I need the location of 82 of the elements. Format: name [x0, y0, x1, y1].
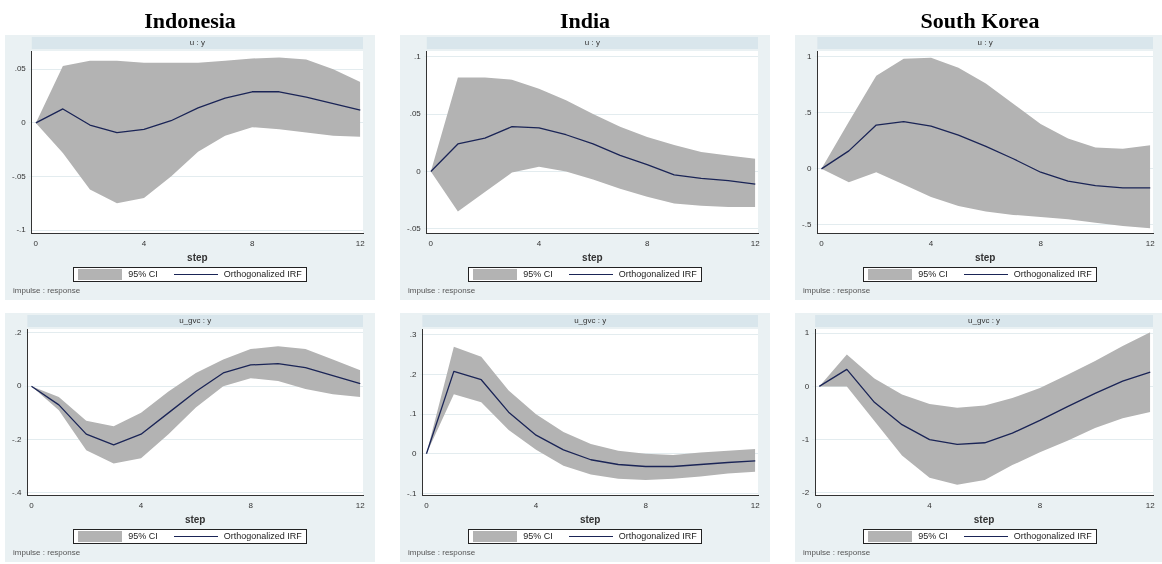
x-axis-title: step [974, 251, 996, 263]
y-tick-label: -.2 [11, 434, 22, 444]
y-tick-label: 0 [411, 449, 417, 458]
chart-subtitle: u_gvc : y [574, 316, 607, 326]
x-tick-label: 12 [750, 239, 761, 249]
x-tick-label: 12 [355, 501, 366, 511]
text: 95% CI [128, 269, 158, 279]
text: 95% CI [523, 269, 553, 279]
text: impulse : response [408, 286, 476, 295]
legend-label: Orthogonalized IRF [1013, 531, 1092, 541]
text: impulse : response [13, 286, 81, 295]
x-tick-label: 8 [249, 239, 255, 249]
x-tick-label: 4 [533, 501, 539, 511]
chart-subtitle: u : y [977, 38, 993, 48]
y-tick-label: -.4 [11, 487, 22, 497]
y-tick-label: .2 [409, 369, 417, 379]
chart-title: Indonesia [143, 8, 237, 34]
y-tick-label: 0 [804, 381, 810, 391]
y-tick-label: .1 [414, 51, 422, 61]
x-tick-label: 0 [29, 501, 35, 511]
x-axis-title: step [973, 513, 995, 525]
y-tick-label: .5 [804, 107, 812, 117]
y-tick-label: -.05 [11, 171, 27, 181]
y-tick-label: 1 [806, 51, 812, 61]
legend-label: Orthogonalized IRF [1013, 269, 1092, 279]
x-tick-label: 0 [33, 239, 39, 249]
x-tick-label: 8 [644, 239, 650, 249]
y-tick-label: .05 [14, 64, 27, 74]
x-tick-label: 4 [927, 501, 933, 511]
chart-subtitle: u_gvc : y [968, 316, 1001, 326]
text: impulse : response [408, 548, 476, 557]
x-tick-label: 4 [928, 239, 934, 249]
legend-label: Orthogonalized IRF [618, 269, 697, 279]
y-tick-label: 1 [804, 328, 810, 338]
x-tick-label: 4 [138, 501, 144, 511]
y-tick-label: -.1 [406, 488, 417, 498]
x-tick-label: 8 [643, 501, 649, 511]
x-axis-title: step [579, 513, 601, 525]
text: impulse : response [803, 286, 871, 295]
y-tick-label: 0 [416, 166, 422, 176]
legend-label: Orthogonalized IRF [223, 531, 302, 541]
chart-subtitle: u : y [189, 38, 205, 48]
text: impulse : response [803, 548, 871, 557]
x-tick-label: 0 [424, 501, 430, 511]
y-tick-label: -2 [801, 487, 810, 497]
y-tick-label: -.5 [801, 220, 812, 230]
x-tick-label: 8 [1038, 239, 1044, 249]
chart-subtitle: u : y [584, 38, 600, 48]
x-tick-label: 12 [1145, 239, 1156, 249]
chart-title: South Korea [919, 8, 1041, 34]
y-tick-label: .05 [409, 109, 422, 119]
x-tick-label: 12 [1145, 501, 1156, 511]
x-tick-label: 12 [355, 239, 366, 249]
text: 95% CI [918, 531, 948, 541]
y-tick-label: .1 [409, 409, 417, 419]
x-axis-title: step [184, 513, 206, 525]
y-tick-label: -.05 [406, 224, 422, 234]
x-tick-label: 8 [248, 501, 254, 511]
x-tick-label: 0 [819, 239, 825, 249]
chart-subtitle: u_gvc : y [179, 316, 212, 326]
x-tick-label: 0 [817, 501, 823, 511]
legend-label: Orthogonalized IRF [223, 269, 302, 279]
y-tick-label: 0 [16, 381, 22, 391]
text: impulse : response [13, 548, 81, 557]
x-tick-label: 4 [141, 239, 147, 249]
y-tick-label: .2 [14, 328, 22, 338]
x-axis-title: step [582, 251, 603, 263]
x-axis-title: step [187, 251, 208, 263]
text: 95% CI [128, 531, 158, 541]
y-tick-label: 0 [21, 118, 27, 128]
x-tick-label: 12 [750, 501, 761, 511]
text: 95% CI [523, 531, 553, 541]
text: 95% CI [918, 269, 948, 279]
x-tick-label: 0 [428, 239, 434, 249]
y-tick-label: -.1 [16, 225, 27, 235]
x-tick-label: 8 [1037, 501, 1043, 511]
legend-label: Orthogonalized IRF [618, 531, 697, 541]
x-tick-label: 4 [536, 239, 542, 249]
y-tick-label: -1 [801, 434, 810, 444]
y-tick-label: 0 [806, 164, 812, 174]
chart-title: India [558, 8, 612, 34]
y-tick-label: .3 [409, 330, 417, 340]
